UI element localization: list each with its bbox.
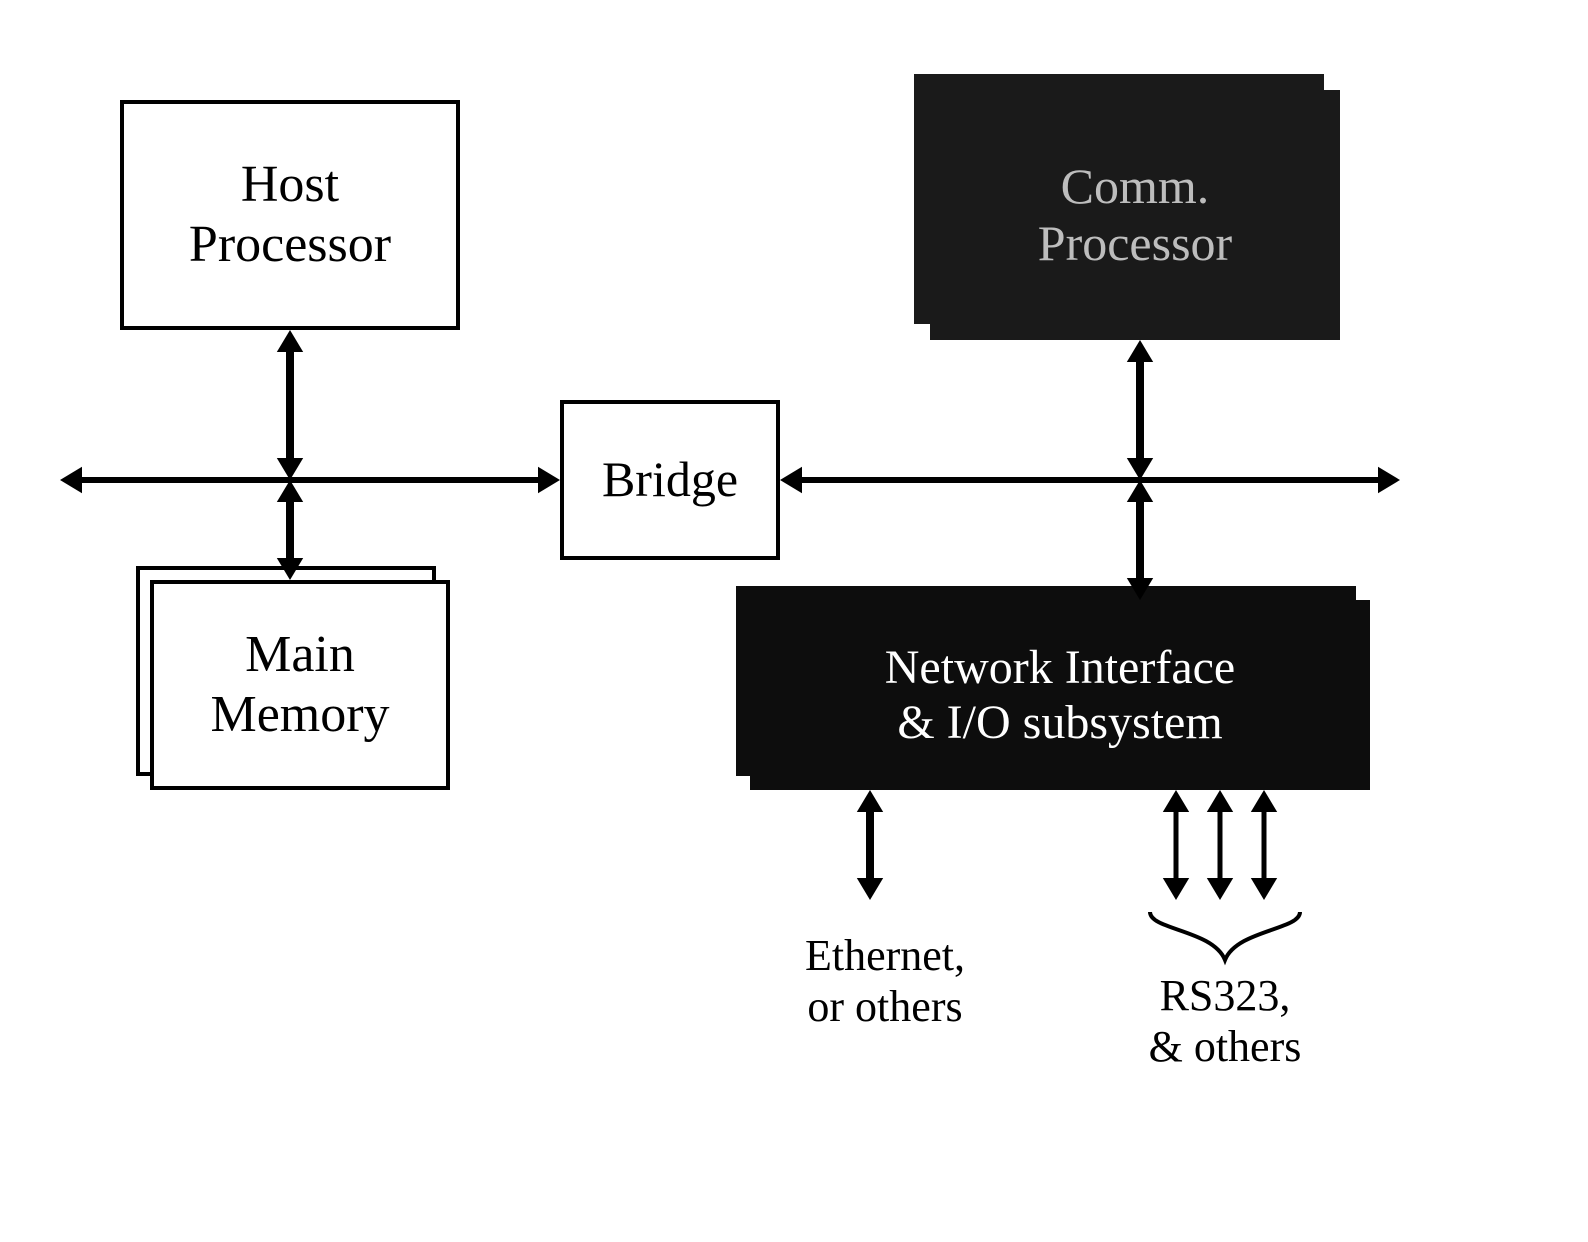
comm-processor-box: Comm.Processor — [930, 90, 1340, 340]
main-memory-label: MainMemory — [210, 625, 389, 745]
main-memory-box: MainMemory — [150, 580, 450, 790]
ethernet-label: Ethernet,or others — [770, 930, 1000, 1032]
host-processor-label: HostProcessor — [189, 155, 391, 275]
network-interface-label: Network Interface& I/O subsystem — [885, 640, 1235, 750]
diagram-canvas: HostProcessor Bridge MainMemory Comm.Pro… — [0, 0, 1588, 1242]
host-processor-box: HostProcessor — [120, 100, 460, 330]
bridge-box: Bridge — [560, 400, 780, 560]
rs323-label: RS323,& others — [1110, 970, 1340, 1072]
network-interface-box: Network Interface& I/O subsystem — [750, 600, 1370, 790]
bridge-label: Bridge — [602, 451, 738, 509]
comm-processor-label: Comm.Processor — [1038, 158, 1232, 273]
